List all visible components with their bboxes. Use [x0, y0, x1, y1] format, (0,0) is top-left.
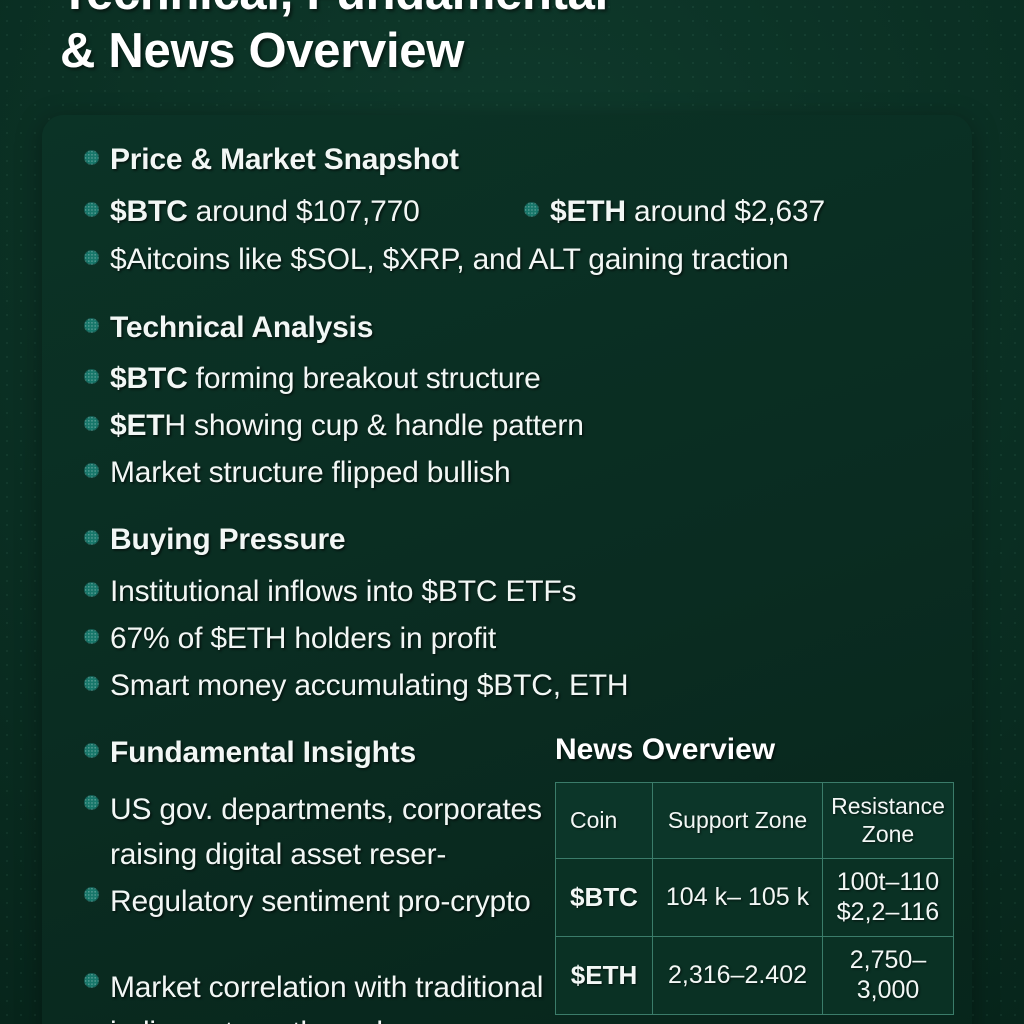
cell-resistance-eth: 2,750– 3,000 [822, 936, 954, 1015]
item-text: H showing cup & handle pattern [164, 409, 584, 442]
item-prefix: $BTC [110, 195, 188, 228]
item-prefix: $ETH [550, 195, 626, 228]
bullet-icon [84, 530, 99, 545]
bullet-icon [84, 795, 99, 810]
item-prefix: $BTC [110, 362, 188, 395]
item-market-structure: Market structure flipped bullish [110, 456, 511, 489]
item-smart-money: Smart money accumulating $BTC, ETH [110, 669, 629, 702]
table-row: $BTC 104 k– 105 k 100t–110 $2,2–116 [555, 858, 954, 937]
table-header-row: Coin Support Zone Resistance Zone [555, 782, 954, 859]
bullet-icon [84, 582, 99, 597]
cell-coin-btc: $BTC [555, 858, 653, 937]
cell-coin-eth: $ETH [555, 936, 653, 1015]
item-gov-reserves: US gov. departments, corporates raising … [110, 793, 542, 871]
item-prefix: $ET [110, 409, 165, 442]
item-text: forming breakout structure [187, 362, 541, 395]
item-btc-price: $BTC around $107,770 [110, 195, 420, 229]
item-text: around $2,637 [625, 195, 825, 228]
news-overview-table: Coin Support Zone Resistance Zone $BTC 1… [555, 782, 954, 1015]
item-eth-cup-handle: $ETH showing cup & handle pattern [110, 409, 584, 443]
bullet-icon [84, 250, 99, 265]
item-market-correlation: Market correlation with traditional indi… [110, 971, 544, 1024]
bullet-icon [84, 973, 99, 988]
bullet-icon [84, 416, 99, 431]
bullet-icon [84, 463, 99, 478]
item-text: around $107,770 [187, 195, 420, 228]
column-header-support-zone: Support Zone [652, 782, 823, 859]
section-heading-price: Price & Market Snapshot [110, 143, 459, 176]
item-regulatory-sentiment: Regulatory sentiment pro-crypto [110, 885, 531, 918]
column-header-coin: Coin [555, 782, 653, 859]
bullet-icon [524, 202, 539, 217]
cell-support-btc: 104 k– 105 k [652, 858, 823, 937]
table-row: $ETH 2,316–2.402 2,750– 3,000 [555, 936, 954, 1015]
column-header-resistance-zone: Resistance Zone [822, 782, 954, 859]
item-eth-price: $ETH around $2,637 [550, 195, 825, 229]
bullet-icon [84, 369, 99, 384]
news-overview-heading: News Overview [555, 733, 776, 766]
cell-support-eth: 2,316–2.402 [652, 936, 823, 1015]
item-institutional-inflows: Institutional inflows into $BTC ETFs [110, 575, 577, 608]
bullet-icon [84, 676, 99, 691]
bullet-icon [84, 887, 99, 902]
section-heading-fundamental: Fundamental Insights [110, 736, 417, 769]
cell-resistance-btc: 100t–110 $2,2–116 [822, 858, 954, 937]
bullet-icon [84, 318, 99, 333]
bullet-icon [84, 150, 99, 165]
bullet-icon [84, 743, 99, 758]
section-heading-technical: Technical Analysis [110, 311, 374, 344]
card-inner: Price & Market Snapshot $BTC around $107… [42, 115, 972, 1024]
bullet-icon [84, 629, 99, 644]
page-title: Technical, Fundamental & News Overview [60, 0, 608, 78]
item-btc-breakout: $BTC forming breakout structure [110, 362, 541, 396]
section-heading-buying: Buying Pressure [110, 523, 346, 556]
item-eth-holders-profit: 67% of $ETH holders in profit [110, 622, 497, 655]
item-altcoins: $Aitcoins like $SOL, $XRP, and ALT gaini… [110, 243, 789, 276]
bullet-icon [84, 202, 99, 217]
